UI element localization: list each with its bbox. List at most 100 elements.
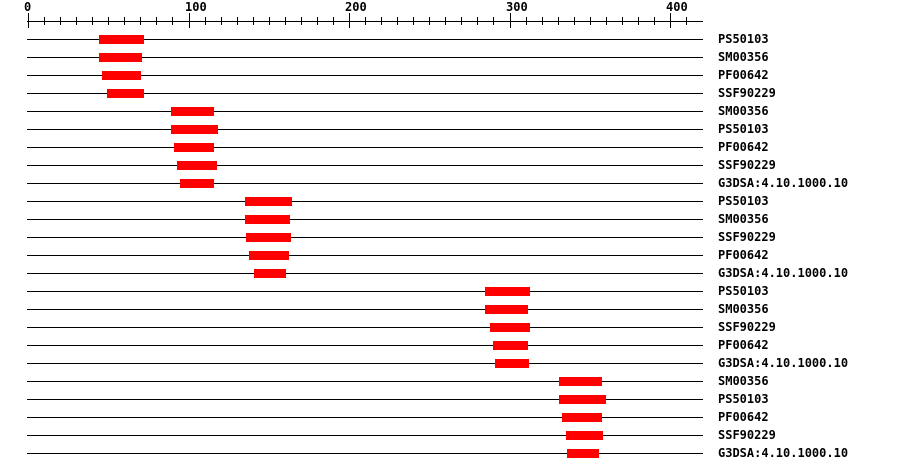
domain-bar[interactable] (180, 179, 214, 188)
row-label: PF00642 (718, 410, 769, 424)
row-line (27, 381, 703, 382)
domain-bar[interactable] (566, 431, 603, 440)
row-label: PF00642 (718, 68, 769, 82)
domain-bar[interactable] (567, 449, 599, 458)
axis-major-tick (510, 13, 511, 28)
axis-minor-tick (526, 17, 527, 25)
axis-minor-tick (140, 17, 141, 25)
row-line (27, 399, 703, 400)
domain-bar[interactable] (171, 125, 218, 134)
axis-major-tick (670, 13, 671, 28)
row-label: G3DSA:4.10.1000.10 (718, 176, 849, 190)
row-line (27, 363, 703, 364)
domain-bar[interactable] (99, 53, 142, 62)
domain-bar[interactable] (495, 359, 529, 368)
domain-bar[interactable] (562, 413, 602, 422)
domain-bar[interactable] (171, 107, 214, 116)
axis-minor-tick (606, 17, 607, 25)
domain-bar[interactable] (245, 215, 290, 224)
row-line (27, 129, 703, 130)
domain-bar[interactable] (485, 287, 530, 296)
row-line (27, 309, 703, 310)
axis-minor-tick (638, 17, 639, 25)
axis-minor-tick (686, 17, 687, 25)
row-line (27, 183, 703, 184)
axis-minor-tick (285, 17, 286, 25)
domain-bar[interactable] (249, 251, 289, 260)
row-label: SM00356 (718, 50, 769, 64)
domain-bar[interactable] (559, 395, 606, 404)
axis-minor-tick (124, 17, 125, 25)
row-line (27, 453, 703, 454)
domain-bar[interactable] (245, 197, 292, 206)
row-label: SM00356 (718, 302, 769, 316)
axis-minor-tick (413, 17, 414, 25)
axis-minor-tick (269, 17, 270, 25)
axis-minor-tick (172, 17, 173, 25)
row-label: SM00356 (718, 374, 769, 388)
row-label: PS50103 (718, 32, 769, 46)
domain-bar[interactable] (485, 305, 528, 314)
axis-minor-tick (92, 17, 93, 25)
axis-minor-tick (108, 17, 109, 25)
row-label: PS50103 (718, 284, 769, 298)
row-label: PF00642 (718, 248, 769, 262)
row-line (27, 111, 703, 112)
domain-bar[interactable] (99, 35, 144, 44)
axis-minor-tick (429, 17, 430, 25)
row-label: SSF90229 (718, 158, 776, 172)
domain-bar[interactable] (246, 233, 291, 242)
axis-minor-tick (205, 17, 206, 25)
row-label: G3DSA:4.10.1000.10 (718, 266, 849, 280)
axis-minor-tick (76, 17, 77, 25)
axis-minor-tick (654, 17, 655, 25)
domain-bar[interactable] (493, 341, 528, 350)
axis-minor-tick (542, 17, 543, 25)
axis-minor-tick (493, 17, 494, 25)
row-line (27, 219, 703, 220)
axis-minor-tick (60, 17, 61, 25)
axis-minor-tick (156, 17, 157, 25)
axis-minor-tick (333, 17, 334, 25)
row-label: PS50103 (718, 122, 769, 136)
domain-bar[interactable] (174, 143, 214, 152)
domain-bar[interactable] (102, 71, 141, 80)
row-line (27, 435, 703, 436)
row-line (27, 93, 703, 94)
domain-bar[interactable] (177, 161, 217, 170)
row-line (27, 147, 703, 148)
row-line (27, 75, 703, 76)
axis-minor-tick (558, 17, 559, 25)
row-line (27, 327, 703, 328)
row-label: G3DSA:4.10.1000.10 (718, 356, 849, 370)
domain-bar[interactable] (559, 377, 602, 386)
axis-major-tick (28, 13, 29, 28)
row-line (27, 201, 703, 202)
domain-bar[interactable] (107, 89, 144, 98)
axis-tick-label: 400 (666, 0, 688, 14)
axis-major-tick (349, 13, 350, 28)
row-label: PF00642 (718, 140, 769, 154)
row-line (27, 57, 703, 58)
row-line (27, 237, 703, 238)
domain-bar[interactable] (254, 269, 286, 278)
row-line (27, 255, 703, 256)
axis-minor-tick (477, 17, 478, 25)
axis-minor-tick (574, 17, 575, 25)
axis-minor-tick (44, 17, 45, 25)
row-label: PS50103 (718, 194, 769, 208)
row-line (27, 345, 703, 346)
row-label: SSF90229 (718, 86, 776, 100)
row-line (27, 273, 703, 274)
axis-minor-tick (253, 17, 254, 25)
row-label: SSF90229 (718, 428, 776, 442)
axis-minor-tick (301, 17, 302, 25)
row-label: G3DSA:4.10.1000.10 (718, 446, 849, 460)
axis-tick-label: 300 (506, 0, 528, 14)
axis-minor-tick (237, 17, 238, 25)
axis-minor-tick (397, 17, 398, 25)
axis-tick-label: 100 (185, 0, 207, 14)
domain-bar[interactable] (490, 323, 530, 332)
axis-minor-tick (622, 17, 623, 25)
